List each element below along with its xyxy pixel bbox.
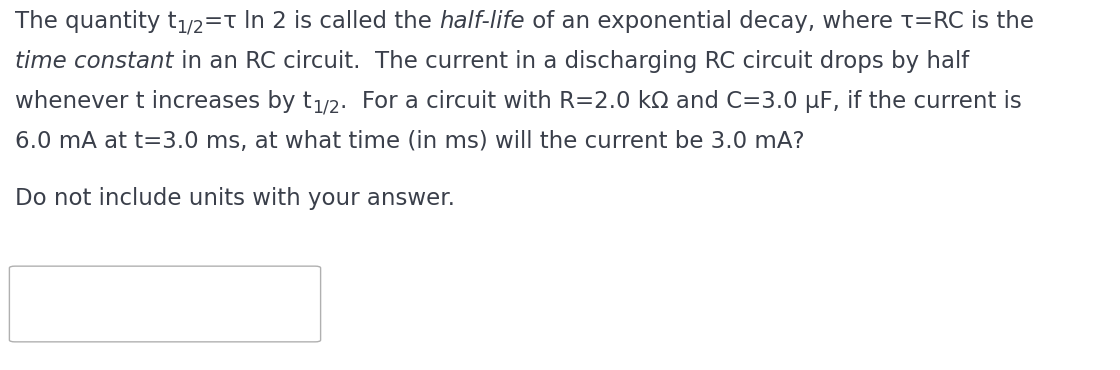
Text: of an exponential decay, where τ=RC is the: of an exponential decay, where τ=RC is t… — [525, 10, 1034, 33]
Text: 1/2: 1/2 — [177, 18, 204, 37]
Text: whenever t increases by t: whenever t increases by t — [15, 90, 311, 113]
Text: time constant: time constant — [15, 50, 174, 73]
Text: .  For a circuit with R=2.0 kΩ and C=3.0 μF, if the current is: . For a circuit with R=2.0 kΩ and C=3.0 … — [339, 90, 1021, 113]
Text: 6.0 mA at t=3.0 ms, at what time (in ms) will the current be 3.0 mA?: 6.0 mA at t=3.0 ms, at what time (in ms)… — [15, 130, 804, 153]
Text: The quantity t: The quantity t — [15, 10, 177, 33]
Text: Do not include units with your answer.: Do not include units with your answer. — [15, 187, 455, 210]
Text: 1/2: 1/2 — [311, 98, 339, 117]
Text: half-life: half-life — [439, 10, 525, 33]
Text: =τ ln 2 is called the: =τ ln 2 is called the — [204, 10, 439, 33]
Text: in an RC circuit.  The current in a discharging RC circuit drops by half: in an RC circuit. The current in a disch… — [174, 50, 969, 73]
